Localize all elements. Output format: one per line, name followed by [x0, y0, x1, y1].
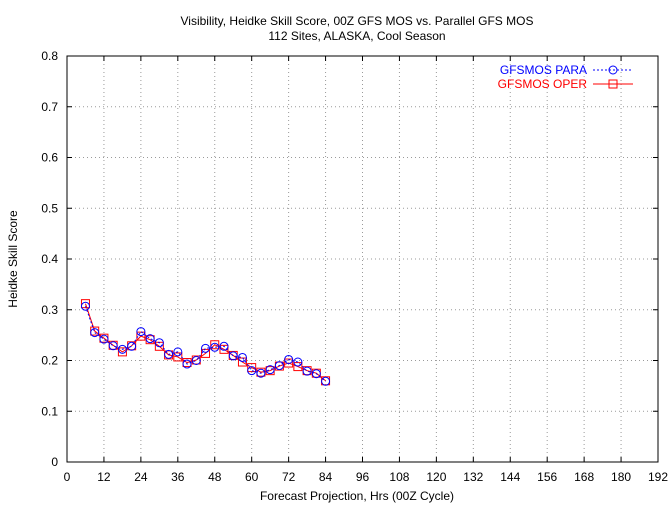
- y-tick-label: 0.7: [41, 100, 58, 114]
- data-point-circle: [80, 301, 90, 311]
- data-point-square: [201, 348, 211, 358]
- data-point-circle: [173, 347, 183, 357]
- data-point-square: [210, 340, 220, 350]
- y-tick-label: 0.6: [41, 151, 58, 165]
- data-point-circle: [265, 365, 275, 375]
- data-point-circle: [182, 359, 192, 369]
- x-tick-label: 156: [537, 470, 557, 484]
- x-axis-label: Forecast Projection, Hrs (00Z Cycle): [260, 489, 454, 503]
- data-point-circle: [219, 341, 229, 351]
- data-point-circle: [237, 352, 247, 362]
- legend-marker-square: [608, 79, 618, 89]
- data-point-circle: [321, 376, 331, 386]
- data-point-circle: [311, 369, 321, 379]
- data-point-circle: [145, 334, 155, 344]
- data-point-circle: [99, 334, 109, 344]
- data-point-circle: [164, 349, 174, 359]
- legend-marker-circle: [608, 65, 618, 75]
- data-point-circle: [201, 343, 211, 353]
- y-axis: 0 0.1 0.2 0.3 0.4 0.5 0.6 0.7 0.8: [41, 49, 658, 469]
- chart-title: Visibility, Heidke Skill Score, 00Z GFS …: [181, 14, 534, 28]
- legend-label: GFSMOS PARA: [500, 63, 587, 77]
- series-para: [80, 301, 331, 386]
- series-oper: [80, 299, 331, 386]
- y-tick-label: 0: [51, 455, 58, 469]
- legend-label: GFSMOS OPER: [498, 77, 588, 91]
- x-tick-label: 120: [426, 470, 446, 484]
- data-point-circle: [284, 354, 294, 364]
- series-layer: [80, 299, 331, 386]
- x-tick-label: 108: [389, 470, 409, 484]
- x-axis: 0 12 24 36 48 60 72 84 96 108 120 132 144 156 168 180 19…: [64, 56, 668, 484]
- data-point-circle: [247, 366, 257, 376]
- legend-item: GFSMOS OPER: [498, 77, 633, 91]
- x-tick-label: 132: [463, 470, 483, 484]
- data-point-circle: [274, 361, 284, 371]
- data-point-square: [247, 363, 257, 373]
- legend-item: GFSMOS PARA: [500, 63, 633, 77]
- chart-subtitle: 112 Sites, ALASKA, Cool Season: [268, 29, 445, 43]
- x-tick-label: 168: [574, 470, 594, 484]
- data-point-circle: [302, 366, 312, 376]
- y-tick-label: 0.2: [41, 354, 58, 368]
- data-point-circle: [136, 327, 146, 337]
- x-tick-label: 0: [64, 470, 71, 484]
- data-point-circle: [117, 344, 127, 354]
- y-tick-label: 0.4: [41, 252, 58, 266]
- x-tick-label: 12: [97, 470, 111, 484]
- y-axis-label: Heidke Skill Score: [6, 210, 20, 308]
- data-point-circle: [127, 341, 137, 351]
- plot-frame: [66, 55, 659, 463]
- data-point-circle: [210, 342, 220, 352]
- data-point-circle: [293, 357, 303, 367]
- data-point-square: [293, 362, 303, 372]
- data-point-circle: [108, 341, 118, 351]
- x-tick-label: 24: [134, 470, 148, 484]
- data-point-square: [219, 344, 229, 354]
- x-tick-label: 96: [356, 470, 370, 484]
- y-tick-label: 0.1: [41, 404, 58, 418]
- y-tick-label: 0.8: [41, 49, 58, 63]
- data-point-circle: [256, 368, 266, 378]
- series-line: [84, 306, 326, 382]
- x-tick-label: 144: [500, 470, 520, 484]
- x-tick-label: 36: [171, 470, 185, 484]
- y-tick-label: 0.5: [41, 201, 58, 215]
- x-tick-label: 192: [648, 470, 668, 484]
- data-point-square: [117, 347, 127, 357]
- x-tick-label: 48: [208, 470, 222, 484]
- data-point-square: [136, 331, 146, 341]
- x-tick-label: 180: [611, 470, 631, 484]
- data-point-circle: [191, 356, 201, 365]
- grid: [67, 56, 658, 462]
- x-tick-label: 84: [319, 470, 333, 484]
- data-point-circle: [154, 338, 164, 348]
- y-tick-label: 0.3: [41, 303, 58, 317]
- x-tick-label: 72: [282, 470, 296, 484]
- x-tick-label: 60: [245, 470, 259, 484]
- series-line: [84, 303, 326, 382]
- data-point-circle: [90, 328, 100, 338]
- data-point-circle: [228, 351, 238, 361]
